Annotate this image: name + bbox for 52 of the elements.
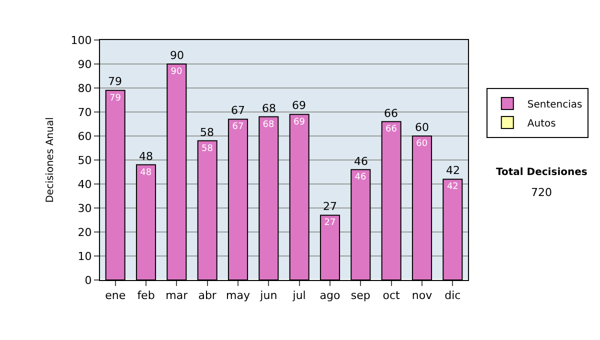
annotation: 48: [139, 150, 153, 163]
y-tick-label: 0: [84, 274, 92, 287]
annotation: 68: [262, 102, 276, 115]
y-tick-label: 100: [70, 34, 92, 47]
x-tick-label: may: [226, 289, 250, 302]
y-tick-label: 90: [78, 58, 92, 71]
x-tick-label: mar: [166, 289, 188, 302]
data-label: 58: [201, 144, 214, 154]
data-label: 66: [385, 124, 398, 135]
x-tick-label: feb: [137, 289, 155, 302]
x-tick-label: abr: [198, 289, 217, 302]
y-tick-label: 50: [78, 154, 92, 167]
text: 720: [531, 186, 552, 199]
y-axis-title: Decisiones Anual: [44, 117, 56, 203]
annotation: 66: [384, 107, 398, 120]
data-label: 79: [109, 93, 122, 104]
data-label: 42: [446, 182, 458, 192]
y-tick-label: 20: [78, 226, 92, 239]
y-tick-label: 30: [78, 202, 92, 215]
x-tick-label: jul: [292, 289, 306, 302]
data-label: 67: [232, 122, 244, 132]
annotation: 69: [292, 99, 306, 112]
annotation: 27: [323, 200, 337, 213]
x-tick-label: jun: [259, 289, 278, 302]
legend-label: Autos: [527, 118, 556, 130]
data-label: 27: [324, 218, 336, 228]
data-label: 69: [293, 117, 306, 128]
annotation: 46: [354, 155, 368, 168]
x-tick-label: sep: [350, 289, 370, 302]
y-tick-label: 70: [78, 106, 92, 119]
data-label: 60: [416, 139, 428, 149]
y-tick-label: 40: [78, 178, 92, 191]
data-label: 68: [262, 120, 275, 130]
x-tick-label: nov: [412, 289, 433, 302]
x-tick-label: ene: [105, 289, 126, 302]
data-label: 90: [170, 67, 183, 77]
annotation: 79: [108, 75, 122, 88]
data-label: 48: [140, 168, 152, 178]
x-tick-label: ago: [320, 289, 340, 302]
text: Total Decisiones: [496, 167, 588, 178]
x-tick-label: oct: [382, 289, 401, 302]
annotation: 67: [231, 104, 245, 117]
annotation: 90: [170, 49, 184, 62]
y-tick-label: 60: [78, 130, 92, 143]
y-tick-label: 80: [78, 82, 92, 95]
y-tick-label: 10: [78, 250, 92, 263]
legend-label: Sentencias: [527, 99, 582, 110]
annotation: 58: [200, 126, 214, 139]
annotation: 60: [415, 121, 429, 134]
annotation: 42: [446, 164, 460, 177]
x-tick-label: dic: [444, 289, 461, 302]
data-label: 46: [354, 172, 367, 183]
